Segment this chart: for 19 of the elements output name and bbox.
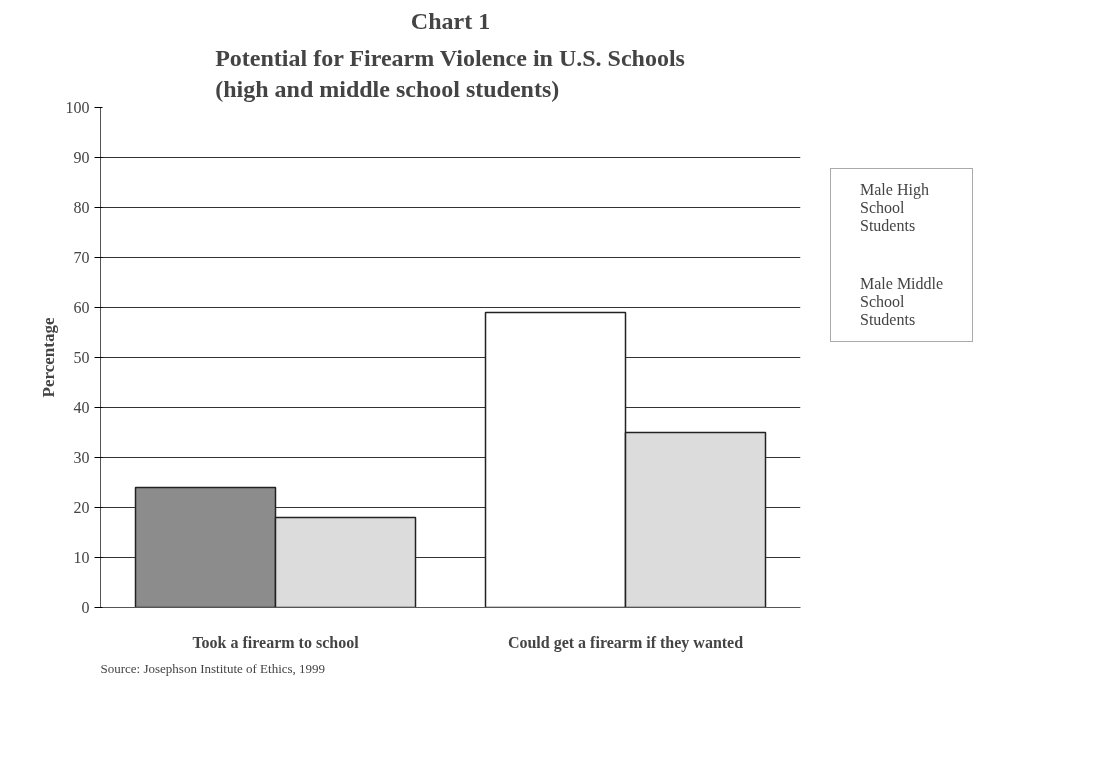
y-tick-label: 10 [73,549,90,566]
text: Male High School Students [860,180,930,235]
chart-title: Chart 1 [410,7,491,34]
y-tick-label: 50 [73,349,90,366]
y-tick-label: 90 [73,149,90,166]
y-tick-label: 80 [73,199,90,216]
text: Male Middle School Students [860,274,945,329]
y-tick-label: 100 [65,99,90,116]
x-tick-label: Took a firearm to school [192,633,360,651]
y-axis-title: Percentage [38,317,58,398]
y-tick-label: 0 [81,599,90,616]
chart-subtitle: Potential for Firearm Violence in U.S. Schools (high and middle school students) [215,45,685,103]
source-note: Source: Josephson Institute of Ethics, 1999 [100,660,326,676]
y-tick-label: 20 [73,499,90,516]
y-tick-label: 30 [73,449,90,466]
y-tick-label: 40 [73,399,90,416]
y-tick-label: 70 [73,249,90,266]
y-tick-label: 60 [73,299,90,316]
x-tick-label: Could get a firearm if they wanted [507,633,744,652]
